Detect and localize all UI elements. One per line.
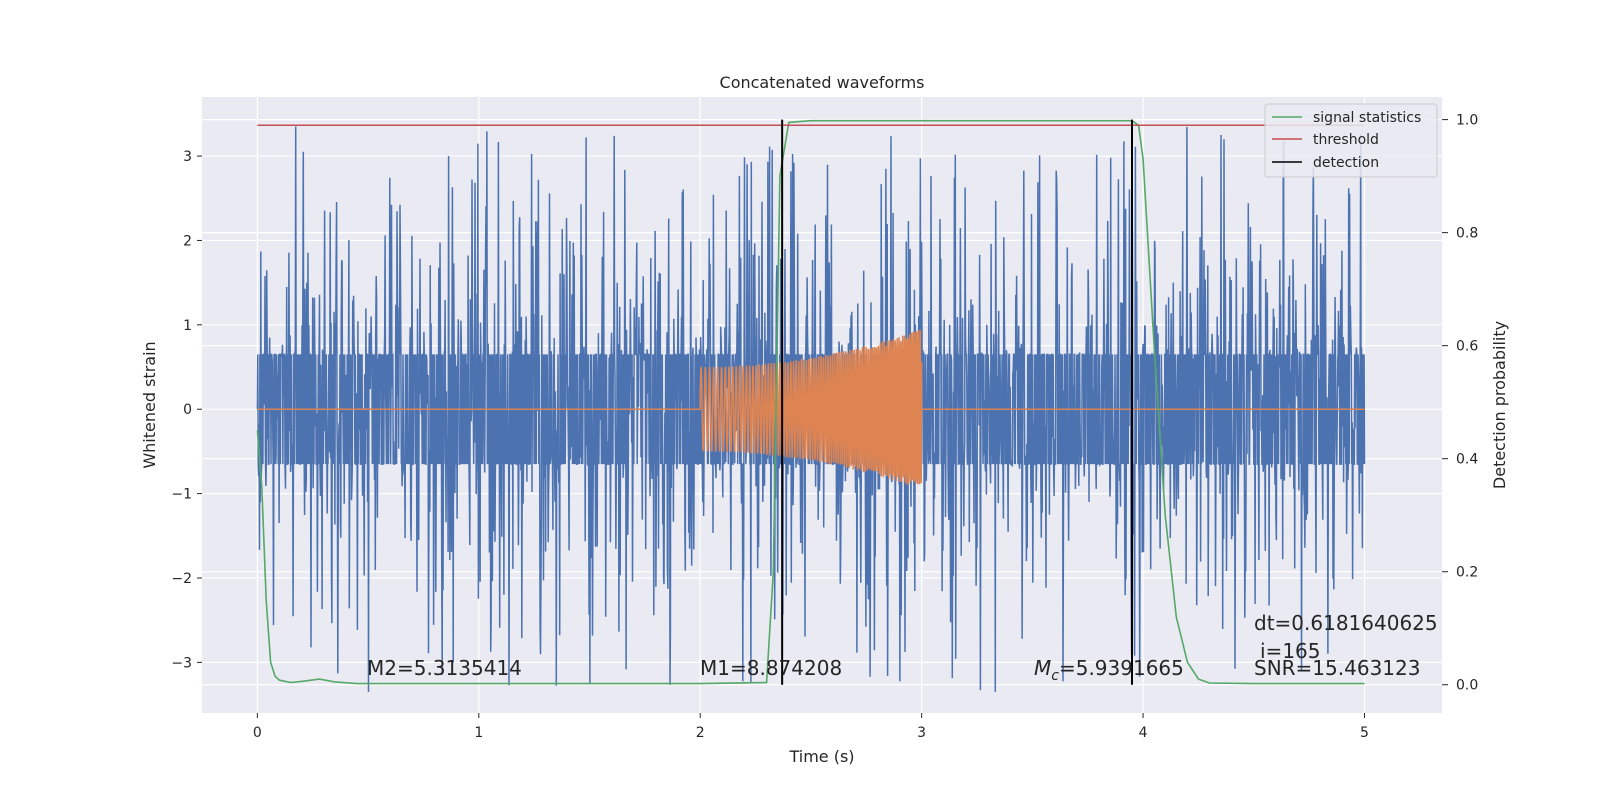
x-tick-label-0: 0 (253, 725, 262, 741)
series-template-waveform (257, 329, 1365, 485)
y-right-tick-label-3: 0.6 (1456, 339, 1478, 355)
y-left-tick-label-6: 3 (183, 149, 192, 165)
y-axis-right-label: Detection probability (1490, 321, 1509, 489)
x-axis-label: Time (s) (788, 747, 854, 766)
y-right-tick-label-5: 1.0 (1456, 113, 1478, 129)
annotation-index: i=165 (1260, 639, 1321, 663)
x-axis-ticks: 0 1 2 3 4 5 (253, 713, 1369, 741)
x-tick-label-2: 2 (696, 725, 705, 741)
y-left-tick-label-3: 0 (183, 402, 192, 418)
annotation-m2: M2=5.3135414 (367, 656, 522, 680)
chart-title: Concatenated waveforms (720, 73, 925, 92)
x-tick-label-3: 3 (917, 725, 926, 741)
y-right-tick-label-2: 0.4 (1456, 452, 1478, 468)
series-signal-statistics (256, 119, 1365, 685)
annotation-chirp-mass: Mc=5.9391665 (1034, 656, 1184, 684)
legend-label-detection: detection (1313, 155, 1379, 171)
y-axis-right-ticks: 0.0 0.2 0.4 0.6 0.8 1.0 (1442, 113, 1478, 694)
annotation-snr: SNR=15.463123 (1254, 656, 1420, 680)
y-axis-left-ticks: −3 −2 −1 0 1 2 3 (171, 149, 202, 671)
y-axis-left-label: Whitened strain (140, 341, 159, 468)
x-tick-label-4: 4 (1139, 725, 1148, 741)
x-tick-label-5: 5 (1360, 725, 1369, 741)
legend: signal statistics threshold detection (1264, 103, 1438, 178)
x-tick-label-1: 1 (474, 725, 483, 741)
legend-label-threshold: threshold (1313, 132, 1379, 148)
legend-label-signal-statistics: signal statistics (1313, 110, 1421, 126)
y-right-tick-label-1: 0.2 (1456, 565, 1478, 581)
series-detection (781, 119, 1133, 685)
y-left-tick-label-2: −1 (171, 487, 192, 503)
y-right-tick-label-0: 0.0 (1456, 678, 1478, 694)
annotation-dt: dt=0.6181640625 (1254, 611, 1438, 635)
annotation-m1: M1=8.874208 (700, 656, 842, 680)
y-left-tick-label-5: 2 (183, 233, 192, 249)
annotation-chirp-mass-value: =5.9391665 (1059, 656, 1184, 680)
y-left-tick-label-0: −3 (171, 655, 192, 671)
y-right-tick-label-4: 0.8 (1456, 226, 1478, 242)
y-left-tick-label-1: −2 (171, 571, 192, 587)
annotation-chirp-mass-subscript: c (1051, 668, 1059, 684)
y-left-tick-label-4: 1 (183, 318, 192, 334)
legend-frame (1264, 103, 1438, 178)
annotation-chirp-mass-symbol: M (1034, 656, 1051, 680)
